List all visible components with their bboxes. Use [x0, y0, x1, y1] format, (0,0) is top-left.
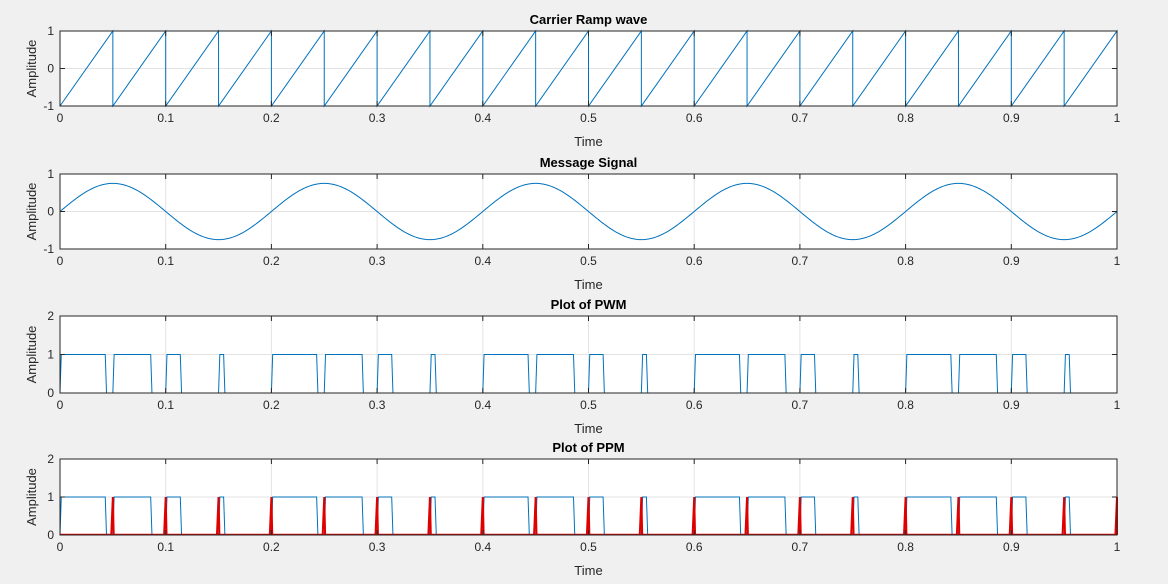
ppm-spike [427, 496, 432, 536]
ppm-spike [850, 496, 855, 536]
ppm-spike [110, 496, 115, 536]
x-tick-label: 0.5 [580, 540, 597, 554]
series-line [59, 29, 1118, 108]
ppm-spike [374, 496, 379, 536]
x-tick-label: 0.2 [263, 398, 280, 412]
y-tick-label: 0 [47, 386, 54, 400]
y-tick-label: 1 [47, 490, 54, 504]
ppm-spike [903, 496, 908, 536]
y-axis-label: Amplitude [24, 326, 39, 384]
x-tick-label: 0.7 [792, 398, 809, 412]
ppm-spike [797, 496, 802, 536]
x-tick-label: 1 [1114, 254, 1121, 268]
y-tick-label: 2 [47, 309, 54, 323]
y-tick-label: 1 [47, 348, 54, 362]
ppm-spike [955, 496, 961, 536]
ppm-spike [638, 496, 644, 536]
x-tick-label: 0.4 [474, 111, 491, 125]
x-tick-label: 0.5 [580, 398, 597, 412]
chart-title: Message Signal [540, 155, 638, 170]
x-tick-label: 0 [57, 540, 64, 554]
x-tick-label: 0.1 [157, 111, 174, 125]
chart-title: Plot of PWM [551, 297, 627, 312]
x-tick-label: 0.3 [369, 398, 386, 412]
x-tick-label: 0.5 [580, 111, 597, 125]
x-tick-label: 1 [1114, 540, 1121, 554]
x-tick-label: 0.3 [369, 540, 386, 554]
x-tick-label: 1 [1114, 111, 1121, 125]
x-tick-label: 0.1 [157, 254, 174, 268]
ppm-spike [585, 496, 591, 536]
ppm-spike [1008, 496, 1014, 536]
x-tick-label: 1 [1114, 398, 1121, 412]
ppm-spike [321, 496, 327, 536]
ppm-spike [691, 496, 697, 536]
x-tick-label: 0.6 [686, 398, 703, 412]
y-tick-label: 0 [47, 205, 54, 219]
y-tick-label: 0 [47, 62, 54, 76]
y-axis-label: Amplitude [24, 40, 39, 98]
x-tick-label: 0.7 [792, 111, 809, 125]
x-tick-label: 0.9 [1003, 111, 1020, 125]
x-tick-label: 0 [57, 254, 64, 268]
x-tick-label: 0.7 [792, 254, 809, 268]
y-axis-label: Amplitude [24, 468, 39, 526]
x-tick-label: 0.2 [263, 540, 280, 554]
x-tick-label: 0.6 [686, 254, 703, 268]
ppm-spike [1061, 496, 1066, 536]
subplot-3: 0 0.1 0.2 0.3 0.4 0.5 0.6 0.7 0.8 0.9 1 0 1 2 Plot of … [24, 297, 1121, 436]
x-tick-label: 0.9 [1003, 254, 1020, 268]
x-tick-label: 0.8 [897, 111, 914, 125]
ppm-spike [533, 496, 538, 536]
x-tick-label: 0.6 [686, 540, 703, 554]
x-tick-label: 0.3 [369, 111, 386, 125]
x-tick-label: 0.8 [897, 540, 914, 554]
series-line [59, 182, 1118, 241]
x-tick-label: 0.4 [474, 398, 491, 412]
y-tick-label: 1 [47, 24, 54, 38]
x-tick-label: 0.1 [157, 540, 174, 554]
x-tick-label: 0.8 [897, 254, 914, 268]
chart-title: Plot of PPM [552, 440, 624, 455]
x-tick-label: 0.9 [1003, 398, 1020, 412]
subplot-4: 0 0.1 0.2 0.3 0.4 0.5 0.6 0.7 0.8 0.9 1 0 1 2 Plot of … [24, 440, 1121, 578]
ppm-spike [215, 496, 221, 536]
ppm-spike [744, 496, 749, 536]
x-tick-label: 0.7 [792, 540, 809, 554]
y-tick-label: -1 [43, 99, 54, 113]
subplot-2: 0 0.1 0.2 0.3 0.4 0.5 0.6 0.7 0.8 0.9 1-101Message… [24, 155, 1121, 292]
y-tick-label: 0 [47, 528, 54, 542]
chart-title: Carrier Ramp wave [530, 12, 648, 27]
x-tick-label: 0.4 [474, 540, 491, 554]
x-tick-label: 0.2 [263, 111, 280, 125]
x-tick-label: 0.3 [369, 254, 386, 268]
ppm-spike [163, 496, 168, 536]
x-tick-label: 0.5 [580, 254, 597, 268]
x-tick-label: 0 [57, 111, 64, 125]
x-axis-label: Time [574, 134, 602, 149]
x-axis-label: Time [574, 277, 602, 292]
x-tick-label: 0.2 [263, 254, 280, 268]
x-tick-label: 0.6 [686, 111, 703, 125]
y-tick-label: 2 [47, 452, 54, 466]
x-tick-label: 0.1 [157, 398, 174, 412]
x-tick-label: 0.8 [897, 398, 914, 412]
y-axis-label: Amplitude [24, 183, 39, 241]
y-tick-label: -1 [43, 242, 54, 256]
x-tick-label: 0 [57, 398, 64, 412]
x-axis-label: Time [574, 421, 602, 436]
ppm-spike [268, 496, 274, 536]
x-tick-label: 0.9 [1003, 540, 1020, 554]
subplot-1: 0 0.1 0.2 0.3 0.4 0.5 0.6 0.7 0.8 0.9 1-101Carrier… [24, 12, 1121, 149]
x-tick-label: 0.4 [474, 254, 491, 268]
y-tick-label: 1 [47, 167, 54, 181]
x-axis-label: Time [574, 563, 602, 578]
ppm-spike [480, 496, 485, 536]
